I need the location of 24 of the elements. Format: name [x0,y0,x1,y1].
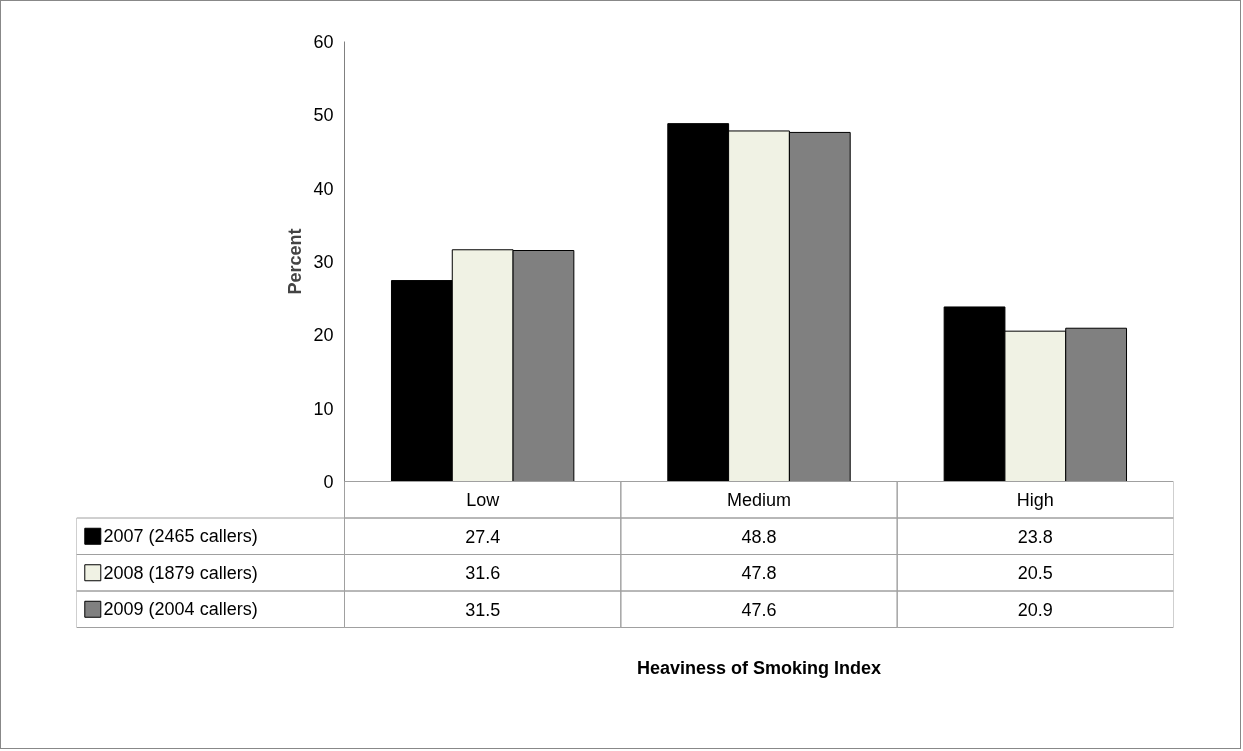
data-label: 20.9 [1017,599,1053,620]
y-tick-label: 50 [313,105,334,126]
legend-label: 2008 (1879 callers) [103,562,258,583]
y-axis-title: Percent [285,228,306,295]
data-label: 20.5 [1017,563,1053,584]
y-tick-label: 30 [313,252,334,272]
data-label: 48.8 [741,526,777,547]
data-label: 31.6 [465,563,501,584]
x-tick-label: High [1016,489,1054,510]
x-tick-label: Medium [726,489,792,510]
data-label: 47.6 [741,599,777,620]
data-label: 23.8 [1017,526,1053,547]
data-label: 27.4 [465,526,501,547]
y-tick-label: 40 [313,178,334,199]
y-tick-label: 10 [313,398,334,419]
legend-label: 2007 (2465 callers) [103,526,258,547]
y-tick-label: 60 [313,32,334,52]
y-tick-label: 0 [323,472,334,492]
x-tick-label: Low [466,489,501,510]
y-tick-label: 20 [313,325,334,346]
text: Heaviness of Smoking Index [636,657,882,678]
data-label: 31.5 [465,599,501,620]
legend-label: 2009 (2004 callers) [103,599,258,620]
data-label: 47.8 [741,563,777,584]
